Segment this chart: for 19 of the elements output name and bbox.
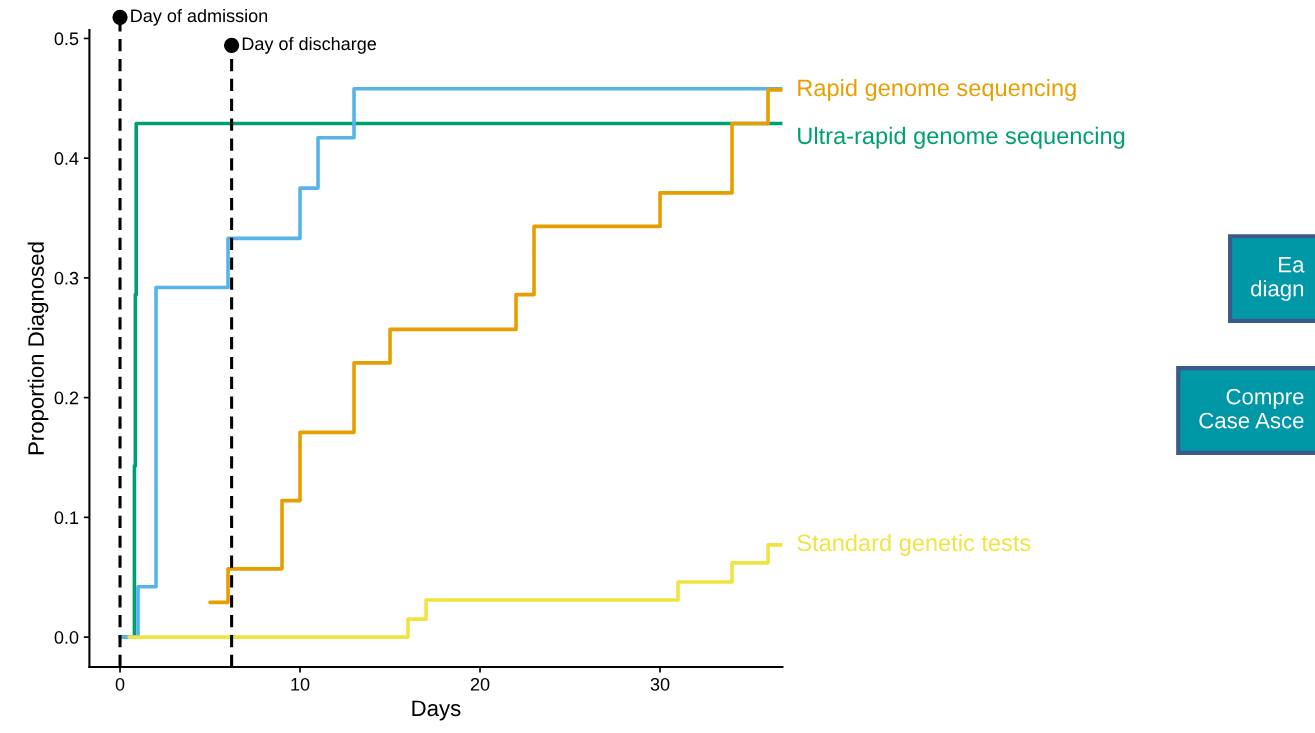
series-label: Standard genetic tests: [797, 533, 1031, 556]
y-tick-label: 0.5: [54, 32, 79, 46]
series-label: Rapid genome sequencing: [798, 78, 1076, 101]
text: Compre Case Asce: [1199, 388, 1304, 429]
y-tick-label: 0.0: [54, 631, 79, 644]
x-tick-label: 10: [291, 677, 310, 691]
y-tick-label: 0.4: [54, 152, 79, 165]
x-axis-title: Days: [412, 700, 461, 721]
y-axis-title: Proportion Diagnosed: [27, 242, 49, 455]
y-tick-label: 0.2: [54, 391, 79, 405]
x-tick-label: 0: [115, 677, 125, 691]
ref-line-label: Day of discharge: [242, 36, 377, 54]
y-tick-label: 0.1: [54, 511, 79, 525]
y-tick-label: 0.3: [54, 271, 79, 285]
ref-line-label: Day of admission: [131, 8, 268, 26]
x-tick-label: 20: [470, 677, 490, 691]
text: Ea diagn: [1251, 257, 1305, 301]
series-label: Ultra-rapid genome sequencing: [798, 126, 1125, 149]
x-tick-label: 30: [650, 677, 670, 691]
